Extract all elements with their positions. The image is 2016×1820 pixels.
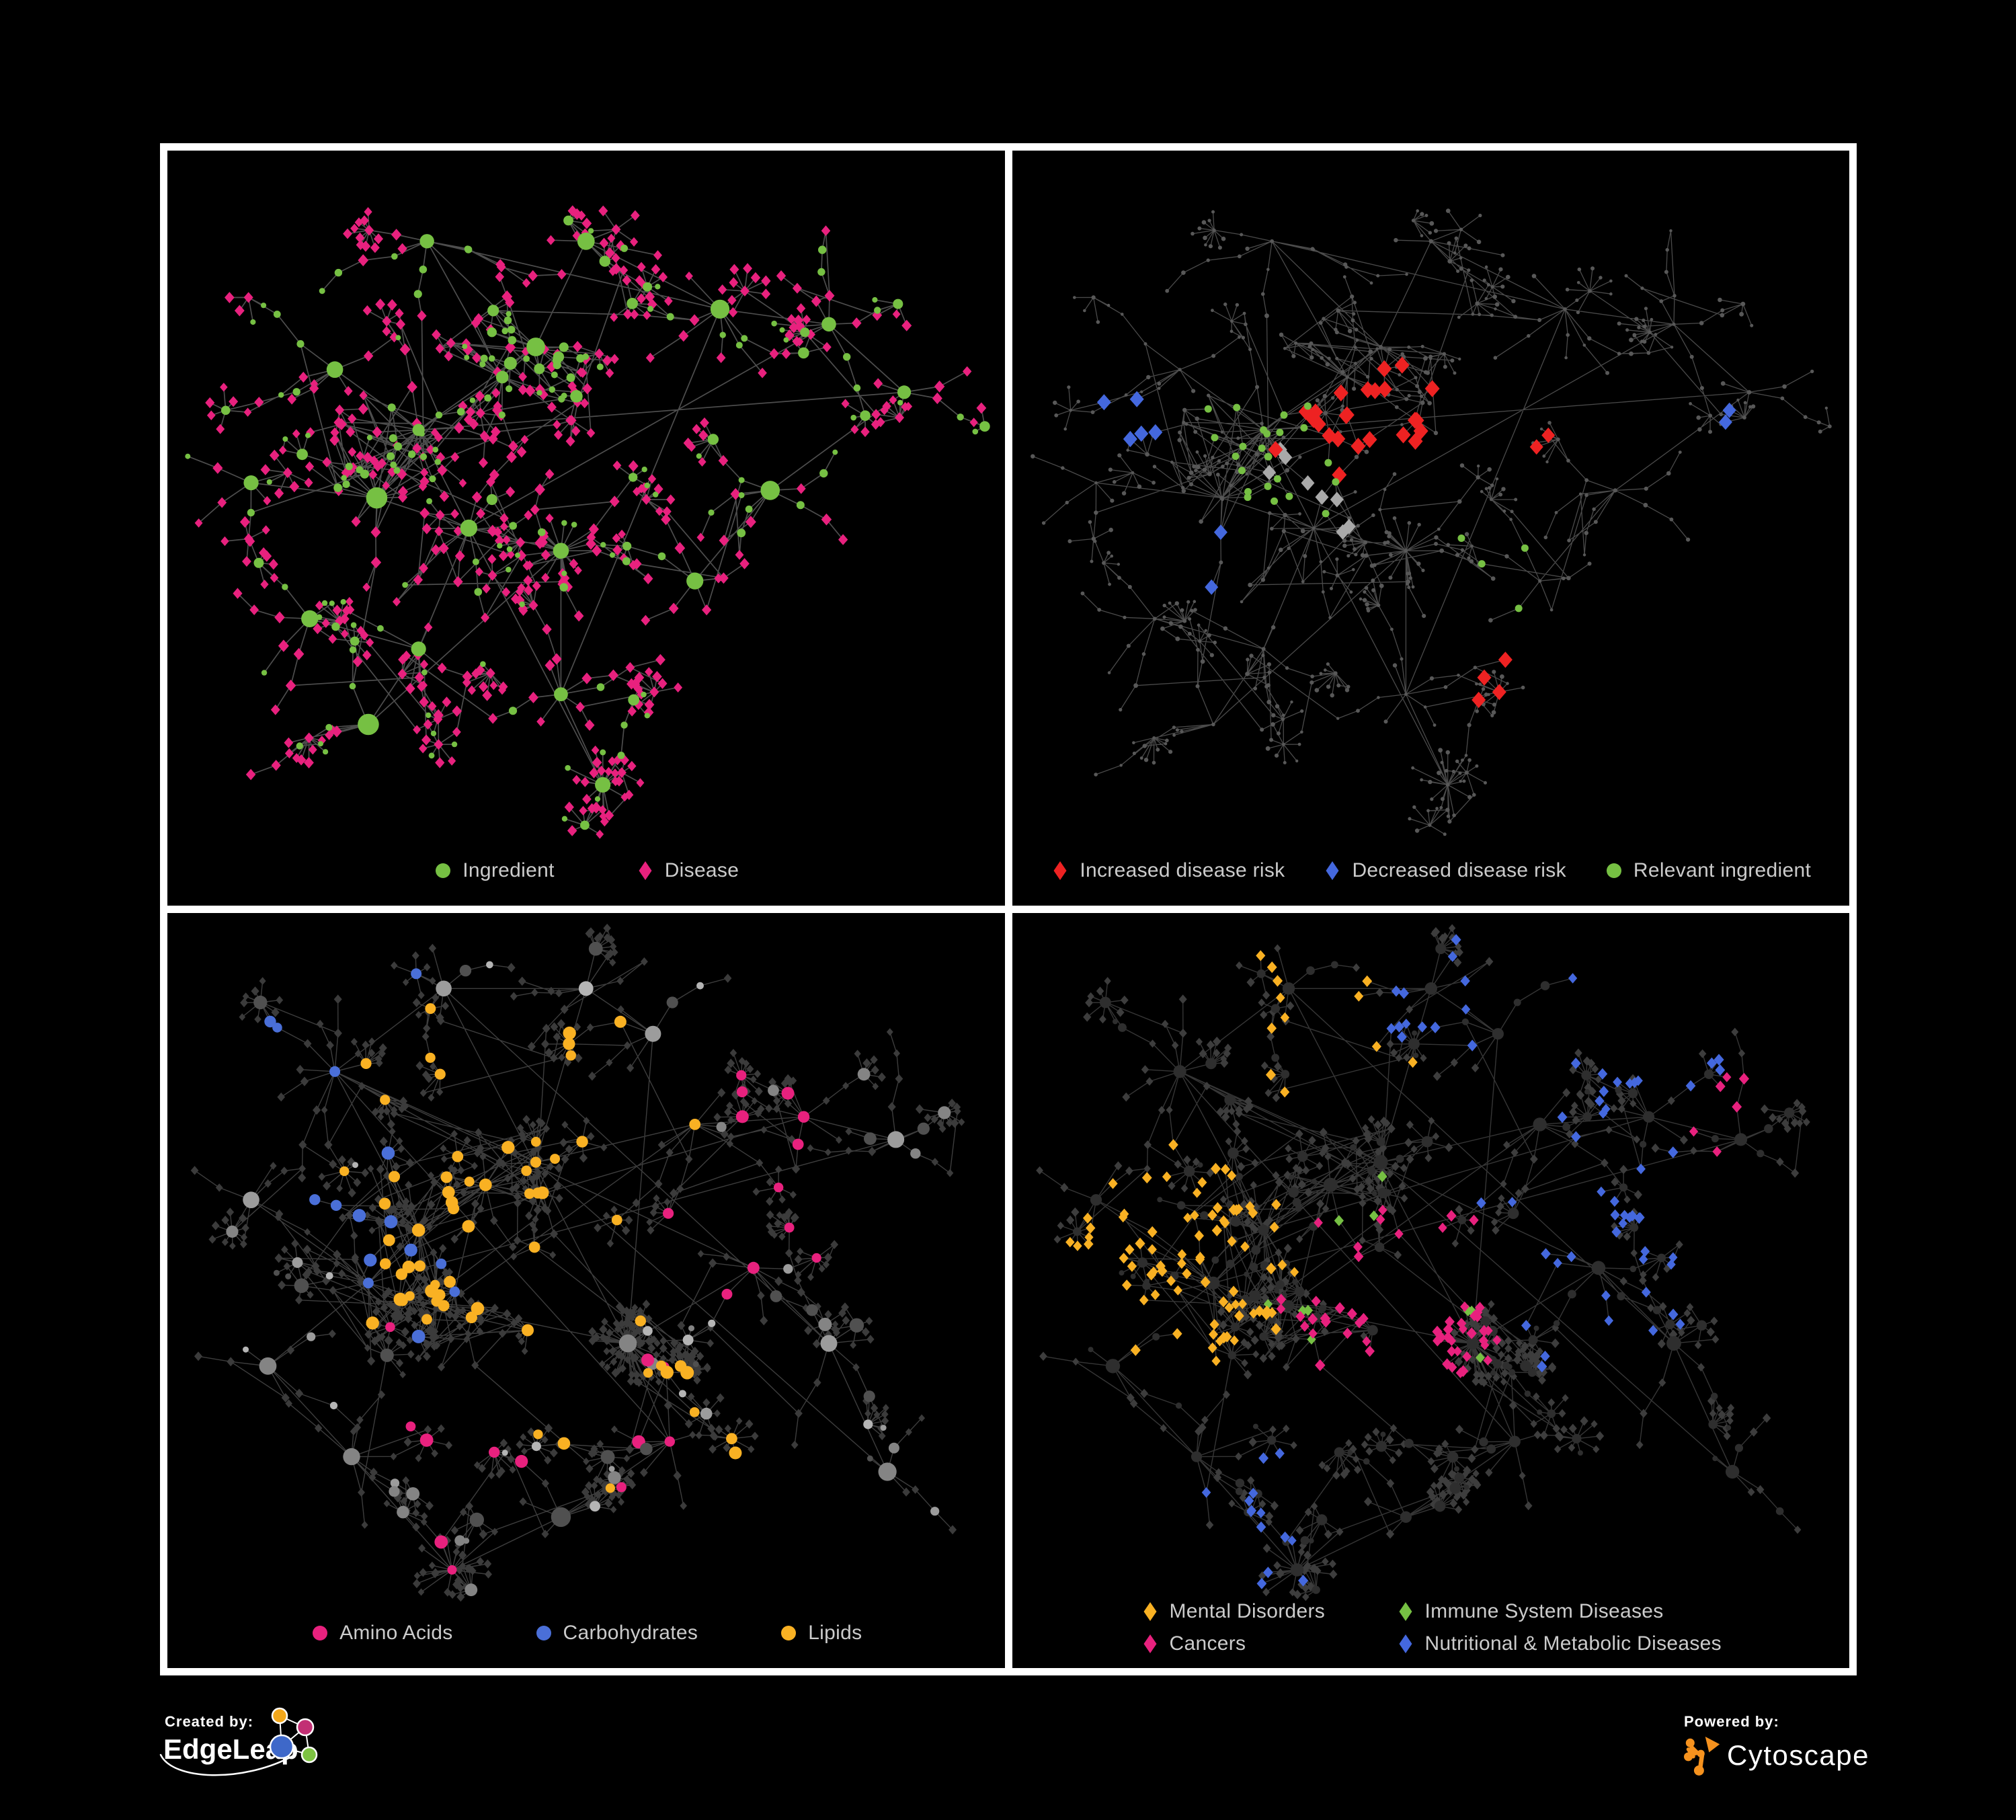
legend-marker-circle bbox=[536, 1626, 551, 1640]
panels-grid: Ingredient Disease Increased disease risk… bbox=[160, 143, 1857, 1675]
legend-item: Carbohydrates bbox=[534, 1622, 698, 1644]
legend-label: Nutritional & Metabolic Diseases bbox=[1424, 1632, 1722, 1655]
legend-label: Carbohydrates bbox=[563, 1622, 698, 1644]
created-by-label: Created by: bbox=[165, 1713, 254, 1730]
legend-marker-diamond bbox=[1053, 861, 1067, 880]
legend-item: Ingredient bbox=[433, 860, 554, 881]
network-graph bbox=[1035, 924, 1810, 1601]
legend-marker-diamond bbox=[1143, 1634, 1157, 1653]
network-edges bbox=[1032, 210, 1830, 835]
cytoscape-logo-icon bbox=[1684, 1737, 1720, 1776]
network-nodes bbox=[190, 923, 965, 1602]
legend-item: Relevant ingredient bbox=[1604, 860, 1811, 881]
legend-marker-circle bbox=[1606, 863, 1621, 878]
legend-label: Cancers bbox=[1169, 1632, 1246, 1655]
legend: Mental Disorders Immune System Diseases Ca… bbox=[1012, 1601, 1850, 1655]
legend-item: Mental Disorders bbox=[1140, 1601, 1396, 1622]
legend-marker-diamond bbox=[1143, 1602, 1157, 1621]
network-nodes bbox=[1030, 208, 1832, 836]
legend: Amino Acids Carbohydrates Lipids bbox=[167, 1622, 1005, 1644]
legend-marker-circle bbox=[436, 863, 451, 878]
edgeleap-logo-icon bbox=[269, 1707, 318, 1764]
panel-ingredient-disease-network: Ingredient Disease bbox=[167, 151, 1005, 906]
legend-item: Lipids bbox=[778, 1622, 862, 1644]
panel-disease-category-network: Mental Disorders Immune System Diseases Ca… bbox=[1012, 913, 1850, 1668]
panel-nutrient-class-network: Amino Acids Carbohydrates Lipids bbox=[167, 913, 1005, 1668]
legend-marker-diamond bbox=[1326, 861, 1339, 880]
legend-item: Decreased disease risk bbox=[1322, 860, 1566, 881]
network-nodes bbox=[185, 205, 990, 839]
edgeleap-node-orange bbox=[271, 1707, 288, 1725]
cytoscape-credit: Powered by: Cytoscape bbox=[1684, 1713, 1869, 1776]
edgeleap-node-blue bbox=[269, 1734, 294, 1759]
panel-disease-risk-network: Increased disease risk Decreased disease … bbox=[1012, 151, 1850, 906]
edgeleap-node-green bbox=[300, 1746, 318, 1764]
legend-marker-circle bbox=[313, 1626, 328, 1640]
legend: Increased disease risk Decreased disease … bbox=[1012, 860, 1850, 881]
legend-marker-diamond bbox=[639, 861, 652, 880]
legend-item: Amino Acids bbox=[310, 1622, 452, 1644]
network-graph bbox=[185, 205, 990, 839]
legend-item: Increased disease risk bbox=[1050, 860, 1285, 881]
legend-label: Amino Acids bbox=[339, 1622, 453, 1644]
legend-label: Disease bbox=[664, 859, 739, 881]
legend-item: Immune System Diseases bbox=[1396, 1601, 1722, 1622]
legend-label: Lipids bbox=[808, 1622, 862, 1644]
edgeleap-node-magenta bbox=[296, 1718, 315, 1737]
network-graph bbox=[190, 923, 965, 1602]
legend-marker-diamond bbox=[1399, 1634, 1412, 1653]
edgeleap-swoosh bbox=[159, 1753, 294, 1776]
network-nodes bbox=[1035, 924, 1810, 1601]
legend-item: Cancers bbox=[1140, 1633, 1396, 1655]
legend: Ingredient Disease bbox=[167, 860, 1005, 881]
legend-label: Mental Disorders bbox=[1169, 1600, 1326, 1622]
legend-label: Decreased disease risk bbox=[1352, 859, 1566, 881]
legend-label: Relevant ingredient bbox=[1633, 859, 1812, 881]
cytoscape-wordmark: Cytoscape bbox=[1727, 1739, 1869, 1771]
legend-label: Increased disease risk bbox=[1080, 859, 1285, 881]
network-graph bbox=[1030, 208, 1832, 836]
legend-marker-diamond bbox=[1399, 1602, 1412, 1621]
legend-item: Disease bbox=[635, 860, 739, 881]
legend-item: Nutritional & Metabolic Diseases bbox=[1396, 1633, 1722, 1655]
legend-marker-circle bbox=[781, 1626, 797, 1640]
powered-by-label: Powered by: bbox=[1684, 1713, 1779, 1730]
edgeleap-credit: Created by: EdgeLeap bbox=[159, 1707, 318, 1776]
legend-label: Immune System Diseases bbox=[1424, 1600, 1664, 1622]
legend-label: Ingredient bbox=[462, 859, 555, 881]
